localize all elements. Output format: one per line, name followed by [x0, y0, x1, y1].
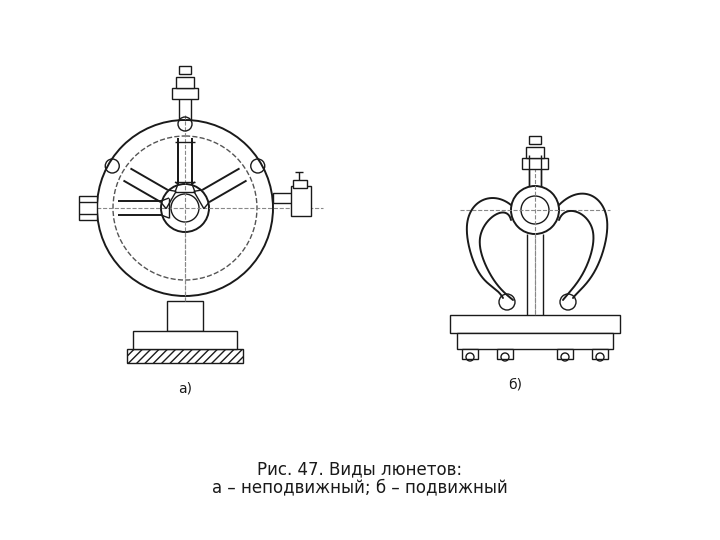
Bar: [167, 301, 203, 331]
Bar: [526, 147, 544, 158]
Bar: [557, 349, 573, 359]
Bar: [497, 349, 513, 359]
Bar: [127, 349, 243, 363]
Text: а): а): [178, 381, 192, 395]
Bar: [176, 77, 194, 88]
Bar: [291, 186, 311, 216]
Bar: [457, 333, 613, 349]
Bar: [273, 193, 295, 203]
Bar: [172, 88, 198, 99]
Bar: [592, 349, 608, 359]
Bar: [450, 315, 620, 333]
Bar: [179, 66, 191, 74]
Text: а – неподвижный; б – подвижный: а – неподвижный; б – подвижный: [212, 478, 508, 496]
Bar: [522, 158, 548, 169]
Bar: [79, 196, 97, 220]
Text: б): б): [508, 377, 522, 391]
Text: Рис. 47. Виды люнетов:: Рис. 47. Виды люнетов:: [258, 460, 462, 478]
Bar: [462, 349, 478, 359]
Bar: [529, 136, 541, 144]
Bar: [133, 331, 237, 349]
Bar: [293, 180, 307, 188]
